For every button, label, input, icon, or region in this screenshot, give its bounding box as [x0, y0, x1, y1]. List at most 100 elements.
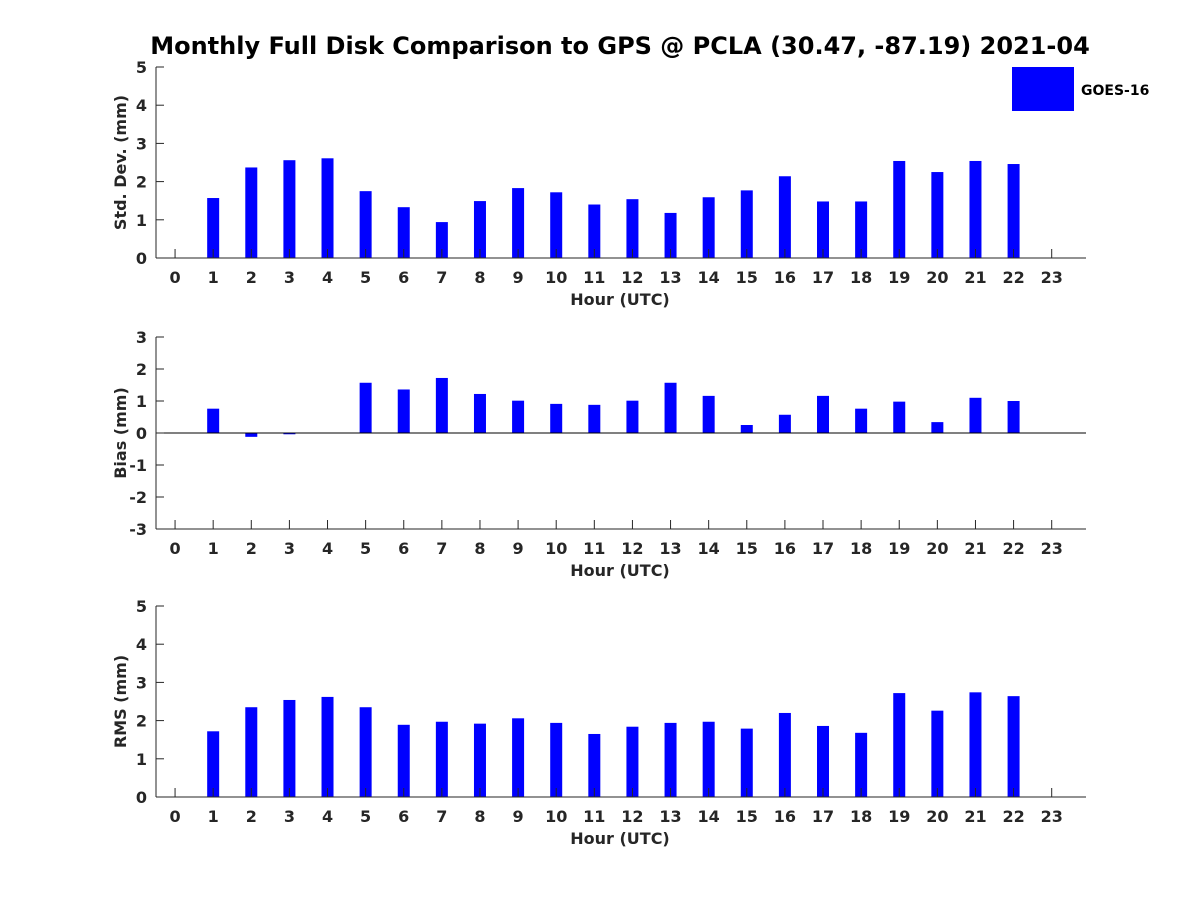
y-axis-label: RMS (mm) — [111, 655, 130, 748]
x-tick-label: 22 — [1002, 539, 1024, 558]
bar-hour-18 — [855, 408, 868, 433]
bar-hour-15 — [740, 728, 753, 797]
x-tick-label: 13 — [659, 807, 681, 826]
bar-hour-3 — [283, 699, 296, 797]
x-tick-label: 10 — [545, 539, 567, 558]
bar-hour-9 — [512, 718, 525, 797]
x-tick-label: 4 — [322, 807, 333, 826]
x-tick-label: 17 — [812, 539, 834, 558]
bar-hour-15 — [740, 190, 753, 258]
bar-hour-18 — [855, 201, 868, 258]
bar-hour-10 — [550, 403, 563, 433]
bar-hour-19 — [893, 160, 906, 258]
x-tick-label: 15 — [736, 268, 758, 287]
bar-hour-6 — [397, 724, 410, 797]
x-tick-label: 0 — [169, 539, 180, 558]
x-tick-label: 10 — [545, 268, 567, 287]
x-tick-label: 4 — [322, 268, 333, 287]
x-tick-label: 21 — [964, 807, 986, 826]
y-tick-label: 5 — [136, 58, 147, 77]
x-tick-label: 20 — [926, 539, 948, 558]
x-tick-label: 23 — [1041, 807, 1063, 826]
bar-hour-5 — [359, 191, 372, 258]
bar-hour-17 — [817, 395, 830, 433]
x-tick-label: 19 — [888, 539, 910, 558]
x-tick-label: 12 — [621, 539, 643, 558]
y-tick-label: 5 — [136, 597, 147, 616]
bar-hour-11 — [588, 404, 601, 433]
bar-hour-2 — [245, 707, 258, 797]
bar-hour-11 — [588, 733, 601, 797]
x-tick-label: 15 — [736, 539, 758, 558]
x-tick-label: 3 — [284, 268, 295, 287]
y-tick-label: 0 — [136, 249, 147, 268]
x-tick-label: 0 — [169, 807, 180, 826]
x-axis-label: Hour (UTC) — [570, 561, 670, 580]
legend-swatch — [1012, 67, 1074, 111]
x-tick-label: 13 — [659, 268, 681, 287]
bar-hour-4 — [321, 696, 334, 797]
x-tick-label: 5 — [360, 268, 371, 287]
bar-hour-20 — [931, 710, 944, 797]
x-tick-label: 18 — [850, 539, 872, 558]
y-tick-label: -3 — [129, 520, 147, 539]
x-tick-label: 6 — [398, 268, 409, 287]
bar-hour-3 — [283, 433, 296, 435]
bar-hour-21 — [969, 692, 982, 797]
bar-hour-16 — [778, 176, 791, 258]
bar-hour-1 — [207, 731, 220, 797]
x-tick-label: 2 — [246, 807, 257, 826]
y-tick-label: -2 — [129, 488, 147, 507]
x-tick-label: 16 — [774, 807, 796, 826]
bar-hour-19 — [893, 401, 906, 433]
y-tick-label: 3 — [136, 328, 147, 347]
bar-hour-18 — [855, 732, 868, 797]
x-tick-label: 2 — [246, 268, 257, 287]
y-tick-label: 4 — [136, 635, 147, 654]
bar-hour-17 — [817, 725, 830, 797]
x-tick-label: 11 — [583, 539, 605, 558]
x-tick-label: 8 — [474, 807, 485, 826]
y-tick-label: -1 — [129, 456, 147, 475]
x-tick-label: 20 — [926, 807, 948, 826]
bar-hour-6 — [397, 389, 410, 433]
bar-hour-22 — [1007, 164, 1020, 258]
bar-hour-13 — [664, 382, 677, 433]
x-tick-label: 19 — [888, 268, 910, 287]
x-tick-label: 14 — [698, 268, 720, 287]
x-tick-label: 6 — [398, 807, 409, 826]
x-tick-label: 23 — [1041, 268, 1063, 287]
bar-hour-12 — [626, 400, 639, 433]
bar-hour-12 — [626, 726, 639, 797]
bar-hour-14 — [702, 721, 715, 797]
bar-hour-20 — [931, 422, 944, 433]
y-tick-label: 4 — [136, 96, 147, 115]
x-tick-label: 9 — [513, 807, 524, 826]
x-tick-label: 16 — [774, 539, 796, 558]
y-tick-label: 1 — [136, 750, 147, 769]
x-tick-label: 12 — [621, 807, 643, 826]
bar-hour-21 — [969, 397, 982, 433]
x-tick-label: 13 — [659, 539, 681, 558]
y-tick-label: 3 — [136, 134, 147, 153]
x-tick-label: 15 — [736, 807, 758, 826]
y-tick-label: 1 — [136, 392, 147, 411]
bar-hour-13 — [664, 212, 677, 258]
x-tick-label: 2 — [246, 539, 257, 558]
x-tick-label: 0 — [169, 268, 180, 287]
bar-hour-9 — [512, 188, 525, 258]
y-tick-label: 0 — [136, 424, 147, 443]
bar-hour-20 — [931, 172, 944, 258]
x-tick-label: 9 — [513, 268, 524, 287]
bar-hour-10 — [550, 722, 563, 797]
bar-hour-4 — [321, 158, 334, 258]
x-tick-label: 22 — [1002, 268, 1024, 287]
x-tick-label: 18 — [850, 268, 872, 287]
x-tick-label: 17 — [812, 268, 834, 287]
bar-hour-1 — [207, 198, 220, 258]
chart-title: Monthly Full Disk Comparison to GPS @ PC… — [150, 32, 1090, 60]
bar-hour-6 — [397, 207, 410, 258]
